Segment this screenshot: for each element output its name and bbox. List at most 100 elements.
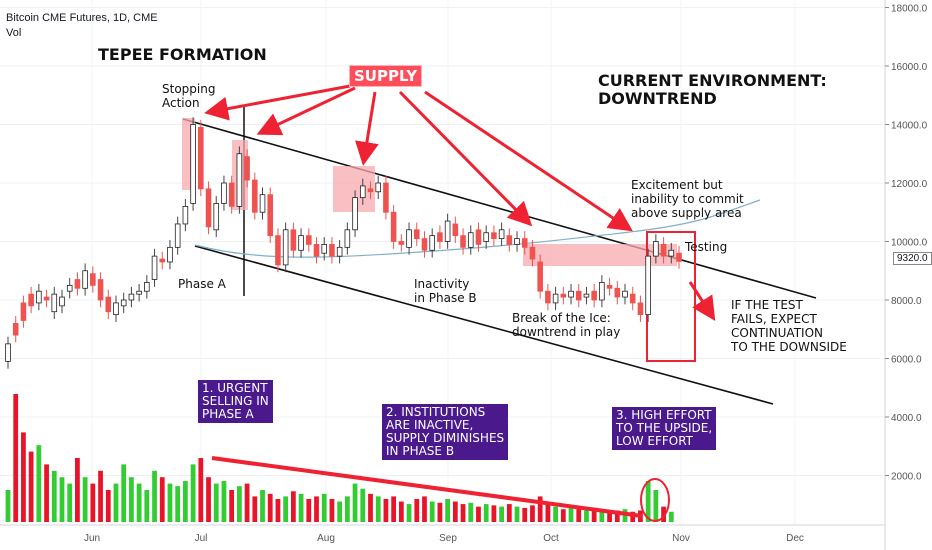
candle [406, 222, 412, 255]
candle [43, 289, 50, 308]
annotation-arrow [688, 281, 716, 322]
candle-body [398, 241, 405, 245]
candle [344, 222, 351, 255]
candle-body [668, 249, 675, 257]
volume-bar [175, 486, 181, 522]
candle-body [213, 203, 220, 231]
candle [198, 120, 204, 197]
annotation-arrow [256, 86, 356, 136]
volume-bar [275, 498, 281, 522]
volume-bar [530, 505, 535, 522]
annotation-arrow [398, 90, 533, 227]
time-tick-label: Jun [84, 533, 100, 544]
candle-body [113, 302, 119, 316]
candle-body [622, 290, 628, 298]
candle [144, 275, 150, 299]
candle [190, 117, 196, 211]
candle-body [159, 258, 166, 263]
candle [668, 242, 675, 264]
volume-bar [267, 493, 273, 522]
candle-body [205, 188, 212, 228]
candle-body [36, 290, 42, 304]
candle [74, 272, 81, 296]
volume-bar [545, 502, 551, 522]
box-high-effort: 3. HIGH EFFORT TO THE UPSIDE, LOW EFFORT [612, 407, 717, 450]
candle [599, 275, 605, 308]
tepee-title: TEPEE FORMATION [98, 45, 267, 64]
volume-bar [368, 493, 373, 522]
candle-body [167, 246, 173, 263]
volume-bar [260, 490, 265, 522]
candle [606, 278, 613, 296]
lower-channel-line [194, 245, 774, 405]
candle [97, 272, 104, 308]
candle [290, 222, 297, 258]
candle-body [529, 246, 536, 260]
volume-bar [306, 498, 312, 522]
annotation-arrow [204, 84, 351, 121]
price-tick-label: 16000.0 [891, 62, 928, 73]
candle [467, 225, 474, 255]
volume-bar [468, 502, 474, 522]
candle-body [120, 299, 127, 307]
candle [398, 234, 405, 252]
volume-bar [136, 483, 142, 522]
candle [182, 199, 189, 232]
candle-body [552, 293, 559, 304]
candle [128, 286, 135, 308]
candle [676, 245, 682, 269]
candle [236, 146, 243, 214]
supply-label: SUPPLY [349, 65, 423, 87]
volume-bar [445, 498, 451, 522]
candle [583, 286, 590, 305]
trend-channel [182, 106, 817, 405]
candle-body [537, 261, 543, 292]
volume-bar [321, 493, 327, 522]
volume-bar [167, 483, 173, 522]
candle-body [637, 302, 644, 316]
volume-bar [113, 483, 119, 522]
candle [244, 149, 250, 188]
test-fails-label: IF THE TEST FAILS, EXPECT CONTINUATION T… [731, 298, 847, 354]
volume-bar [67, 483, 73, 522]
candle-body [329, 244, 335, 257]
volume-bar [298, 493, 304, 522]
volume-bar [229, 490, 235, 522]
volume-bar [599, 509, 605, 522]
candle-body [198, 127, 204, 190]
candle [444, 213, 451, 249]
volume-bars [5, 394, 674, 522]
candle-body [90, 273, 96, 286]
candle [66, 278, 73, 299]
candle-body [182, 205, 189, 225]
volume-bar [406, 504, 412, 522]
candle [375, 175, 381, 200]
volume-bar [252, 496, 258, 522]
candle [591, 283, 597, 308]
candle-body [82, 270, 88, 289]
volume-bar [645, 481, 651, 522]
candle [120, 292, 127, 314]
box-urgent-selling: 1. URGENT SELLING IN PHASE A [198, 380, 273, 423]
candle-body [629, 293, 636, 304]
candle [390, 204, 397, 249]
candle-body [59, 296, 65, 307]
price-tick-label: 12000.0 [891, 179, 928, 190]
candle [359, 178, 366, 205]
time-tick-label: Nov [672, 533, 690, 544]
volume-bar [337, 501, 343, 522]
candle-body [514, 238, 520, 245]
candle-body [521, 238, 528, 248]
annotation-arrow [424, 90, 633, 232]
volume-bar [661, 506, 666, 522]
volume-bar [36, 445, 42, 522]
candle-body [491, 232, 497, 239]
volume-bar [422, 496, 427, 522]
candle-body [575, 290, 582, 301]
candle [421, 231, 428, 258]
candle-body [151, 255, 158, 280]
time-tick-label: Aug [317, 533, 335, 544]
candle [545, 283, 551, 311]
volume-bar [360, 488, 366, 522]
candle-body [51, 293, 58, 313]
